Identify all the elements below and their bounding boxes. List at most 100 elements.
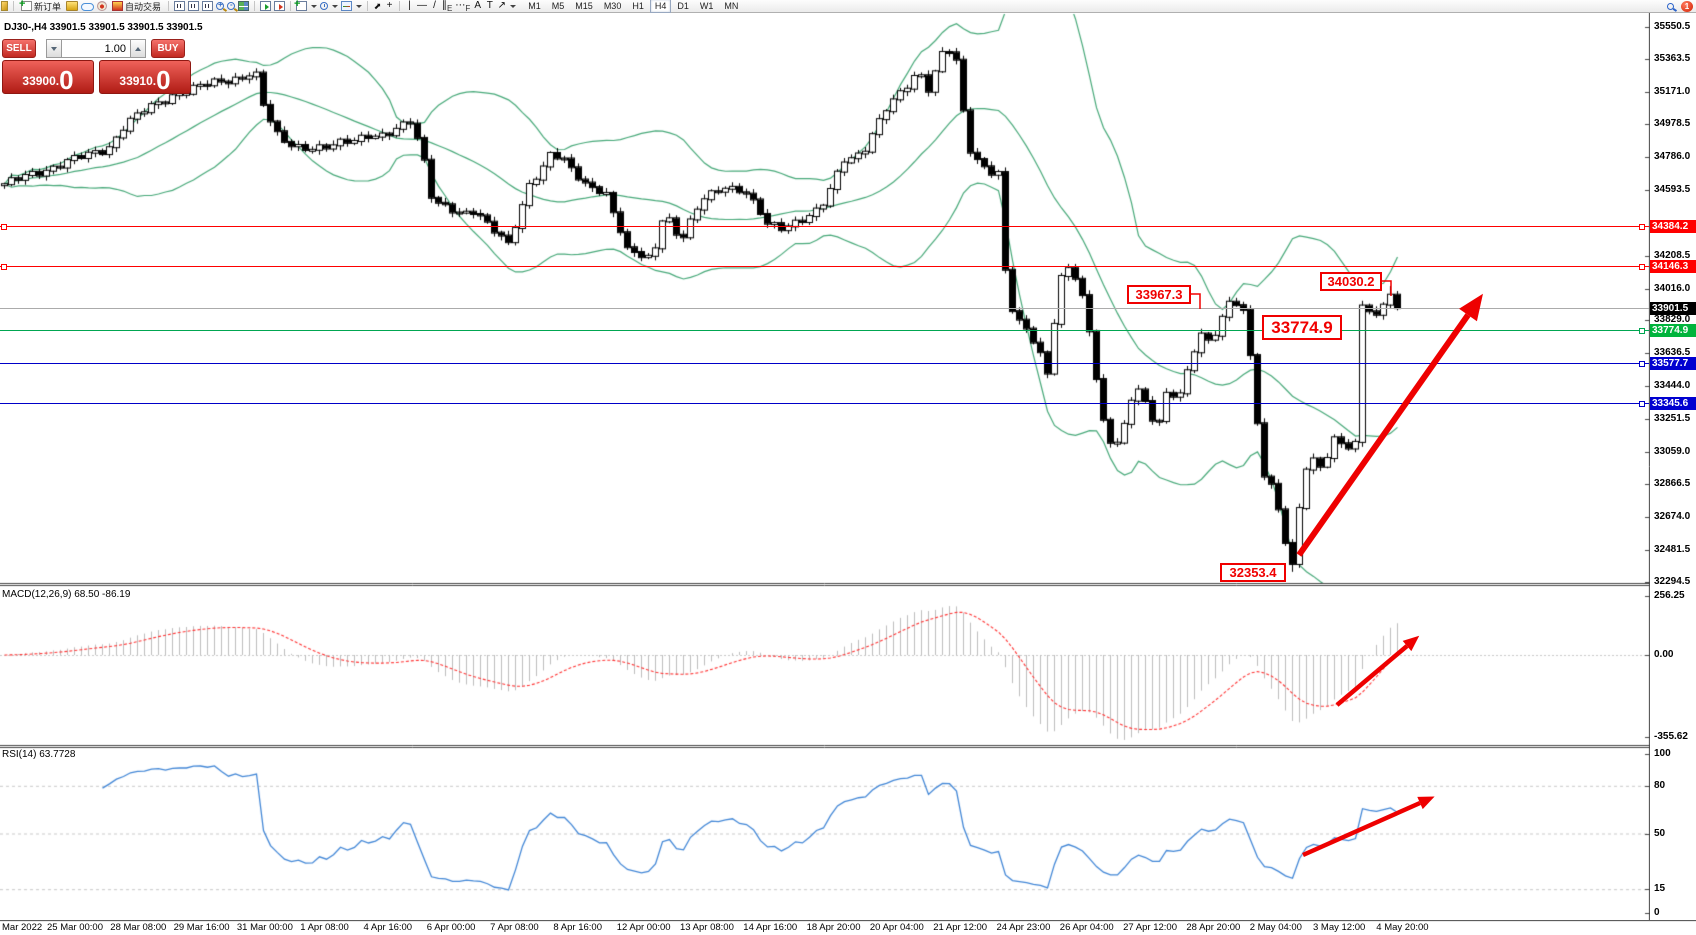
buy-button[interactable]: BUY [151, 39, 185, 58]
chart-shift-icon[interactable] [274, 1, 286, 11]
fibonacci-icon[interactable]: ⋯F [455, 0, 471, 14]
time-tick-label: 26 Apr 04:00 [1059, 922, 1114, 933]
line-end-marker [1639, 328, 1645, 334]
auto-scroll-icon[interactable] [260, 1, 272, 11]
trendline-icon[interactable]: / [433, 0, 436, 11]
price-level-line[interactable] [0, 401, 1649, 407]
sell-button[interactable]: SELL [2, 39, 36, 58]
price-tick-label: 15 [1654, 883, 1666, 894]
period-dropdown-icon[interactable] [320, 2, 329, 10]
volume-up-button[interactable] [130, 39, 146, 58]
timeframe-button-m15[interactable]: M15 [575, 1, 593, 11]
autotrade-button[interactable]: 自动交易 [110, 0, 163, 12]
timeframe-button-d1[interactable]: D1 [677, 1, 689, 11]
price-tick-label: 35550.5 [1654, 21, 1691, 32]
price-tick-label: 34208.5 [1654, 250, 1691, 261]
chart-cursor-icon[interactable] [174, 1, 186, 11]
horizontal-line-icon[interactable]: — [417, 0, 428, 11]
price-tick-label: 35363.5 [1654, 53, 1691, 64]
gold-icon[interactable] [66, 1, 79, 11]
chevron-down-icon[interactable] [510, 4, 517, 8]
price-level-line[interactable] [0, 328, 1649, 334]
time-tick-label: 3 May 12:00 [1313, 922, 1366, 933]
time-tick-label: 8 Apr 16:00 [553, 922, 602, 933]
partial-tool-icon [1, 1, 8, 11]
new-chart-icon[interactable] [294, 0, 308, 11]
price-tick-label: 34978.5 [1654, 118, 1691, 129]
price-tick-label: 50 [1654, 828, 1666, 839]
timeframe-button-mn[interactable]: MN [724, 1, 739, 11]
price-level-line[interactable] [0, 361, 1649, 367]
price-level-tag: 33345.6 [1650, 397, 1696, 410]
zoom-out-icon[interactable] [227, 0, 236, 10]
sell-price-big: 0 [59, 65, 74, 95]
price-annotation[interactable]: 34030.2 [1320, 272, 1382, 291]
sell-price-small: 33900. [22, 74, 60, 88]
price-level-line[interactable] [0, 264, 1649, 270]
timeframe-button-w1[interactable]: W1 [699, 1, 714, 11]
timeframe-button-m5[interactable]: M5 [551, 1, 565, 11]
new-order-button[interactable]: 新订单 [19, 0, 63, 12]
crosshair-icon[interactable]: + [386, 0, 393, 11]
timeframe-button-m30[interactable]: M30 [603, 1, 622, 11]
chevron-down-icon[interactable] [356, 4, 363, 8]
price-tick-label: 34786.0 [1654, 151, 1691, 162]
current-price-line[interactable] [0, 308, 1649, 309]
toolbar-separator [168, 1, 170, 11]
toolbar: 新订单 自动交易 ⬈ + | — / ∥E ⋯F A T ↗ M1 M5 M15 M3… [0, 0, 1696, 13]
buy-price[interactable]: 33910. 0 [99, 60, 191, 94]
signal-icon[interactable] [97, 1, 108, 11]
data-window-icon[interactable] [188, 1, 200, 11]
cloud-icon[interactable] [81, 2, 95, 11]
time-tick-label: 20 Apr 04:00 [869, 922, 924, 933]
time-tick-label: Mar 2022 [2, 922, 43, 933]
label-icon[interactable]: T [486, 0, 493, 11]
timeframe-button-h1[interactable]: H1 [632, 1, 644, 11]
time-tick-label: 7 Apr 08:00 [490, 922, 539, 933]
line-end-marker [1639, 361, 1645, 367]
time-tick-label: 21 Apr 12:00 [933, 922, 988, 933]
price-annotation[interactable]: 32353.4 [1220, 563, 1286, 582]
time-tick-label: 14 Apr 16:00 [743, 922, 798, 933]
timeframe-button-h4[interactable]: H4 [649, 0, 672, 13]
price-annotation[interactable]: 33774.9 [1262, 315, 1342, 340]
line-end-marker [1, 264, 7, 270]
chevron-down-icon[interactable] [332, 4, 339, 8]
time-tick-label: 1 Apr 08:00 [300, 922, 349, 933]
price-tick-label: 80 [1654, 780, 1666, 791]
tile-windows-icon[interactable] [238, 1, 250, 11]
buy-price-big: 0 [156, 65, 171, 95]
timeframe-button-m1[interactable]: M1 [528, 1, 541, 11]
time-tick-label: 27 Apr 12:00 [1123, 922, 1177, 933]
cursor-icon[interactable]: ⬈ [373, 1, 382, 11]
notification-icon[interactable]: 1 [1681, 0, 1693, 12]
chevron-down-icon[interactable] [311, 4, 318, 8]
arrows-dropdown-icon[interactable]: ↗ [497, 0, 506, 11]
volume-down-button[interactable] [46, 39, 62, 58]
autotrade-icon [112, 1, 124, 11]
new-order-label: 新订单 [34, 1, 62, 12]
vertical-line-icon[interactable]: | [408, 0, 411, 11]
chart-style-icon[interactable] [202, 1, 214, 11]
line-end-marker [1639, 401, 1645, 407]
price-tick-label: 33059.0 [1654, 446, 1691, 457]
template-dropdown-icon[interactable] [341, 1, 353, 11]
volume-input[interactable] [62, 39, 130, 58]
toolbar-separator [290, 1, 292, 11]
toolbar-separator [254, 1, 256, 11]
price-tick-label: 0.00 [1654, 649, 1674, 660]
text-icon[interactable]: A [474, 0, 482, 11]
price-level-line[interactable] [0, 224, 1649, 230]
price-tick-label: 34593.5 [1654, 184, 1691, 195]
price-level-tag: 33774.9 [1650, 324, 1696, 337]
channel-icon[interactable]: ∥E [442, 0, 453, 14]
price-axis-gutter[interactable] [1650, 13, 1696, 920]
time-tick-label: 28 Mar 08:00 [110, 922, 167, 933]
zoom-in-icon[interactable] [216, 0, 225, 10]
search-icon[interactable] [1667, 2, 1674, 10]
time-tick-label: 13 Apr 08:00 [680, 922, 734, 933]
line-end-marker [1639, 224, 1645, 230]
sell-price[interactable]: 33900. 0 [2, 60, 94, 94]
price-annotation[interactable]: 33967.3 [1127, 285, 1191, 304]
